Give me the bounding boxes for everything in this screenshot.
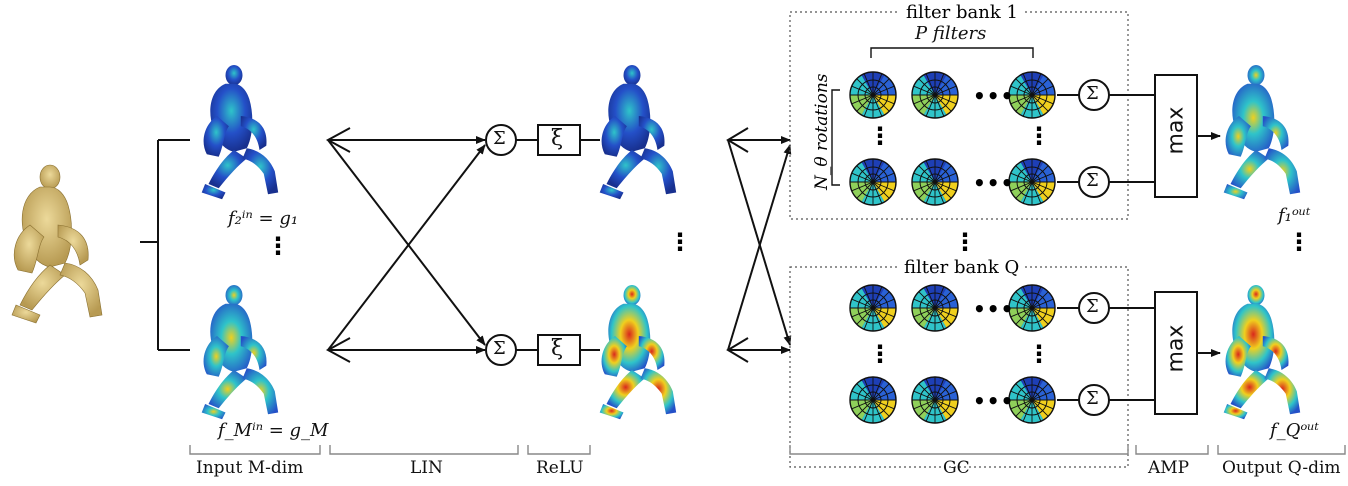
filter-bank-1-title: filter bank 1 [900,2,1024,23]
polar-filter [849,284,897,332]
section-label-lin: LIN [410,458,443,478]
rotations-label: N_θ rotations [812,73,832,190]
polar-filter [911,158,959,206]
relu-symbol: ξ [551,126,564,151]
output-shape-1 [1223,65,1301,200]
relu-box-1 [537,124,581,156]
rotations-bracket [831,89,840,186]
polar-filter [1008,158,1056,206]
p-filters-bracket [870,47,1034,58]
sum-symbol: Σ [1086,388,1099,409]
polar-filter [1008,284,1056,332]
sum-symbol: Σ [1086,170,1099,191]
ellipsis-vertical: ⋮ [868,122,893,150]
relu-feature-shape-2 [599,285,677,420]
polar-filter [911,71,959,119]
feature-label-f2: f₂ⁱⁿ = g₁ [228,208,299,229]
section-label-gc: GC [943,458,970,478]
polar-filter [849,376,897,424]
output-label-fq: f_Qᵒᵘᵗ [1270,420,1319,441]
input-feature-shape-2 [201,65,279,200]
filter-bank-q-title: filter bank Q [898,257,1026,278]
sum-symbol: Σ [493,338,506,359]
max-label: max [1163,324,1189,373]
ellipsis-horizontal: ••• [973,389,1015,413]
ellipsis-vertical: ⋮ [1287,228,1312,256]
ellipsis-horizontal: ••• [973,297,1015,321]
section-label-amp: AMP [1148,458,1190,478]
ellipsis-vertical: ⋮ [953,228,978,256]
section-label-input: Input M-dim [196,458,304,478]
max-label: max [1163,106,1189,155]
output-shape-q [1223,285,1301,420]
ellipsis-vertical: ⋮ [868,340,893,368]
ellipsis-horizontal: ••• [973,84,1015,108]
filter-bank-1-frame [789,11,1129,220]
input-shape [11,164,103,324]
gc-connections [726,127,792,363]
feature-label-fm: f_Mⁱⁿ = g_M [218,420,329,441]
polar-filter [849,158,897,206]
ellipsis-vertical: ⋮ [668,228,693,256]
section-label-relu: ReLU [536,458,584,478]
output-label-f1: f₁ᵒᵘᵗ [1278,205,1311,226]
ellipsis-vertical: ⋮ [266,232,291,260]
relu-feature-shape-1 [599,65,677,200]
ellipsis-vertical: ⋮ [1027,122,1052,150]
filter-bank-q-frame [789,266,1129,468]
input-split-lines [140,139,190,351]
ellipsis-horizontal: ••• [973,171,1015,195]
polar-filter [911,376,959,424]
relu-box-2 [537,334,581,366]
polar-filter [1008,71,1056,119]
sum-symbol: Σ [493,128,506,149]
ellipsis-vertical: ⋮ [1027,340,1052,368]
max-pool-box-q [1154,291,1198,415]
section-label-output: Output Q-dim [1222,458,1341,478]
p-filters-label: P filters [915,23,987,44]
polar-filter [849,71,897,119]
sum-symbol: Σ [1086,83,1099,104]
lin-connections [325,127,486,363]
input-feature-shape-m [201,285,279,420]
polar-filter [1008,376,1056,424]
polar-filter [911,284,959,332]
relu-symbol: ξ [551,336,564,361]
max-pool-box-1 [1154,74,1198,198]
section-brackets [189,445,1346,455]
sum-symbol: Σ [1086,296,1099,317]
